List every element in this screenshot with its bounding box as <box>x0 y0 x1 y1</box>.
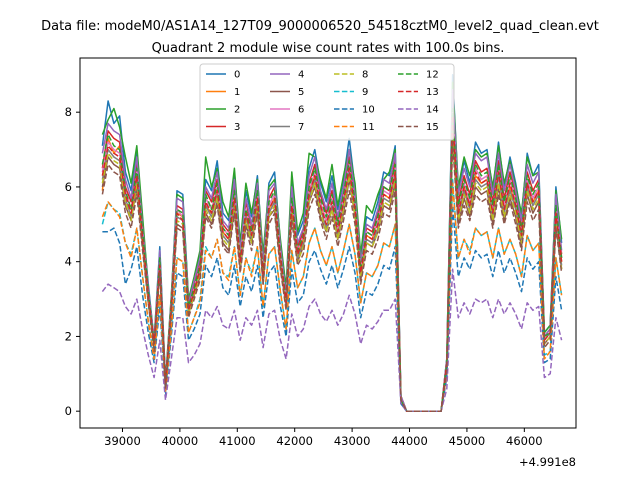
legend-label-4: 4 <box>298 70 304 81</box>
series-line-7 <box>101 122 563 412</box>
legend-label-12: 12 <box>426 70 439 81</box>
legend-label-0: 0 <box>234 70 240 81</box>
y-axis: 0 2 4 6 8 <box>65 105 80 418</box>
legend-label-3: 3 <box>234 122 240 133</box>
series-line-8 <box>101 126 563 412</box>
legend-label-13: 13 <box>426 87 439 98</box>
x-tick-label: 40000 <box>162 434 199 448</box>
x-tick-label: 43000 <box>334 434 371 448</box>
series-line-0 <box>101 74 563 412</box>
legend-label-8: 8 <box>362 70 368 81</box>
x-tick-label: 44000 <box>391 434 428 448</box>
series-line-10 <box>102 204 563 412</box>
x-axis: 39000 40000 41000 42000 43000 44000 45000 46000 <box>104 428 543 448</box>
series-line-14 <box>101 268 563 412</box>
legend-label-14: 14 <box>426 105 439 116</box>
x-tick-label: 42000 <box>276 434 313 448</box>
legend-label-2: 2 <box>234 105 240 116</box>
series-layer <box>101 74 563 412</box>
legend-label-6: 6 <box>298 105 304 116</box>
legend-label-5: 5 <box>298 87 304 98</box>
series-line-4 <box>101 89 563 412</box>
x-tick-label: 39000 <box>104 434 141 448</box>
legend-label-15: 15 <box>426 122 439 133</box>
series-line-3 <box>101 103 563 412</box>
legend-label-1: 1 <box>234 87 240 98</box>
x-tick-label: 41000 <box>219 434 256 448</box>
legend-box <box>199 63 455 141</box>
x-tick-label: 45000 <box>449 434 486 448</box>
x-tick-label: 46000 <box>506 434 543 448</box>
series-line-2 <box>101 81 563 412</box>
series-line-6 <box>101 107 563 412</box>
y-tick-label: 8 <box>65 105 72 119</box>
series-line-12 <box>101 107 563 412</box>
y-tick-label: 4 <box>65 255 72 269</box>
legend-label-11: 11 <box>362 122 375 133</box>
legend-label-10: 10 <box>362 105 375 116</box>
chart-title: Quadrant 2 module wise count rates with … <box>152 41 505 56</box>
y-tick-label: 0 <box>65 404 72 418</box>
series-line-13 <box>101 115 563 412</box>
y-tick-label: 2 <box>65 329 72 343</box>
legend-label-7: 7 <box>298 122 304 133</box>
figure-suptitle: Data file: modeM0/AS1A14_127T09_90000065… <box>41 19 599 34</box>
plot-frame <box>79 57 577 429</box>
series-line-11 <box>101 182 563 412</box>
x-axis-offset-label: +4.991e8 <box>519 455 576 469</box>
series-line-15 <box>101 141 563 412</box>
y-tick-label: 6 <box>65 180 72 194</box>
legend-label-9: 9 <box>362 87 368 98</box>
